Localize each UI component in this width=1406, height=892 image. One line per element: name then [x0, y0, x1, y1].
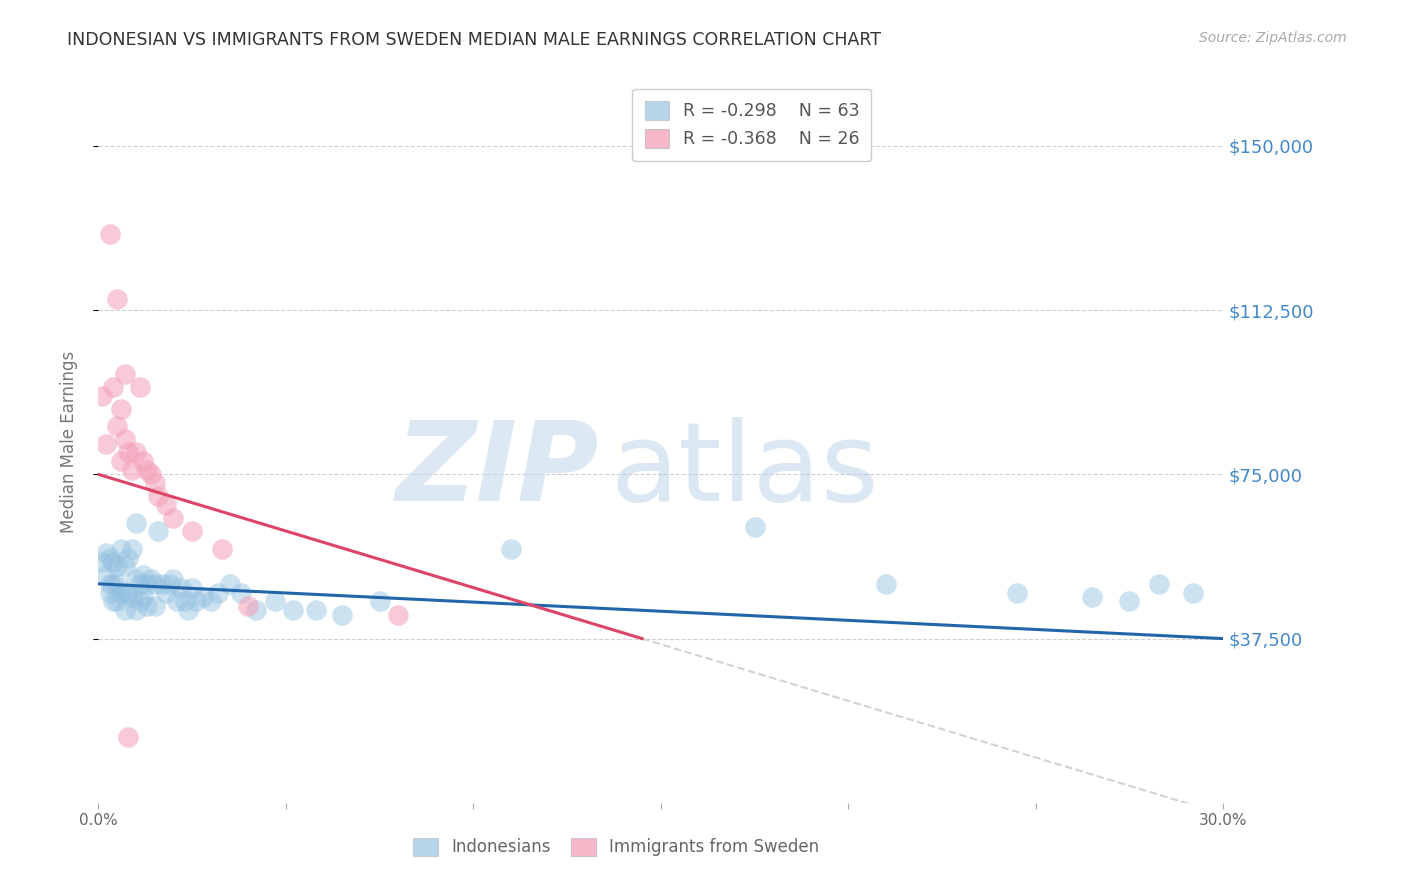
- Point: [128, 380, 150, 394]
- Point: [139, 467, 162, 482]
- Point: [143, 476, 166, 491]
- Point: [114, 585, 136, 599]
- Point: [98, 577, 121, 591]
- Point: [368, 594, 391, 608]
- Point: [110, 454, 132, 468]
- Point: [143, 599, 166, 613]
- Point: [229, 585, 252, 599]
- Point: [128, 594, 150, 608]
- Point: [114, 367, 136, 381]
- Point: [875, 577, 897, 591]
- Point: [193, 590, 215, 604]
- Point: [184, 594, 207, 608]
- Point: [132, 568, 155, 582]
- Point: [110, 541, 132, 556]
- Point: [166, 594, 188, 608]
- Point: [207, 585, 229, 599]
- Point: [117, 730, 139, 744]
- Point: [103, 577, 125, 591]
- Point: [143, 577, 166, 591]
- Point: [105, 292, 128, 306]
- Point: [181, 581, 204, 595]
- Point: [121, 463, 143, 477]
- Point: [330, 607, 353, 622]
- Point: [117, 550, 139, 565]
- Point: [245, 603, 267, 617]
- Point: [103, 555, 125, 569]
- Point: [155, 498, 177, 512]
- Point: [103, 594, 125, 608]
- Point: [136, 463, 159, 477]
- Point: [114, 559, 136, 574]
- Point: [114, 603, 136, 617]
- Point: [91, 555, 114, 569]
- Point: [211, 541, 233, 556]
- Point: [105, 594, 128, 608]
- Point: [162, 573, 184, 587]
- Point: [94, 436, 117, 450]
- Text: ZIP: ZIP: [395, 417, 599, 524]
- Point: [114, 433, 136, 447]
- Point: [121, 541, 143, 556]
- Point: [159, 577, 181, 591]
- Point: [98, 585, 121, 599]
- Point: [1005, 585, 1028, 599]
- Point: [132, 590, 155, 604]
- Legend: Indonesians, Immigrants from Sweden: Indonesians, Immigrants from Sweden: [406, 831, 825, 863]
- Point: [170, 581, 193, 595]
- Point: [181, 524, 204, 539]
- Point: [136, 577, 159, 591]
- Point: [1081, 590, 1104, 604]
- Point: [105, 419, 128, 434]
- Point: [105, 559, 128, 574]
- Point: [94, 568, 117, 582]
- Point: [136, 599, 159, 613]
- Point: [110, 585, 132, 599]
- Point: [125, 445, 148, 459]
- Text: Source: ZipAtlas.com: Source: ZipAtlas.com: [1199, 31, 1347, 45]
- Text: INDONESIAN VS IMMIGRANTS FROM SWEDEN MEDIAN MALE EARNINGS CORRELATION CHART: INDONESIAN VS IMMIGRANTS FROM SWEDEN MED…: [67, 31, 882, 49]
- Point: [387, 607, 409, 622]
- Point: [98, 227, 121, 241]
- Point: [125, 603, 148, 617]
- Point: [263, 594, 285, 608]
- Point: [155, 585, 177, 599]
- Y-axis label: Median Male Earnings: Median Male Earnings: [59, 351, 77, 533]
- Point: [173, 594, 195, 608]
- Point: [162, 511, 184, 525]
- Point: [139, 573, 162, 587]
- Text: atlas: atlas: [610, 417, 879, 524]
- Point: [177, 603, 200, 617]
- Point: [744, 520, 766, 534]
- Point: [238, 599, 260, 613]
- Point: [110, 401, 132, 416]
- Point: [132, 454, 155, 468]
- Point: [148, 524, 170, 539]
- Point: [98, 550, 121, 565]
- Point: [499, 541, 522, 556]
- Point: [91, 388, 114, 402]
- Point: [1149, 577, 1171, 591]
- Point: [128, 577, 150, 591]
- Point: [94, 546, 117, 560]
- Point: [117, 445, 139, 459]
- Point: [283, 603, 305, 617]
- Point: [148, 489, 170, 503]
- Point: [305, 603, 328, 617]
- Point: [125, 516, 148, 530]
- Point: [1182, 585, 1205, 599]
- Point: [103, 380, 125, 394]
- Point: [105, 577, 128, 591]
- Point: [200, 594, 222, 608]
- Point: [121, 590, 143, 604]
- Point: [1118, 594, 1140, 608]
- Point: [125, 573, 148, 587]
- Point: [150, 577, 173, 591]
- Point: [218, 577, 240, 591]
- Point: [117, 585, 139, 599]
